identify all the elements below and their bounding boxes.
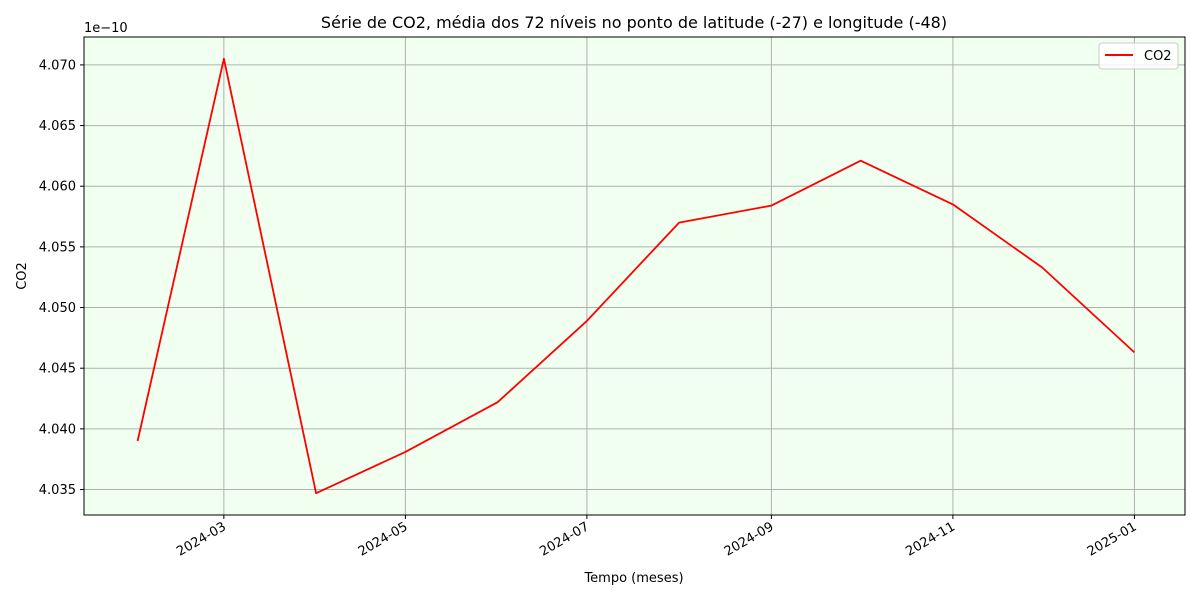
y-tick-label: 4.065 bbox=[39, 119, 76, 134]
x-tick-label: 2024-05 bbox=[356, 519, 411, 559]
y-tick-label: 4.035 bbox=[39, 483, 76, 498]
y-axis-label: CO2 bbox=[15, 262, 30, 290]
series-line-co2 bbox=[136, 57, 1136, 495]
x-tick-label: 2025-01 bbox=[1085, 519, 1140, 559]
x-axis-ticks: 2024-03 2024-05 2024-07 2024-09 2024-11 2025-… bbox=[174, 515, 1139, 560]
plot-area bbox=[84, 37, 1185, 515]
y-tick-label: 4.060 bbox=[39, 180, 76, 195]
series-layer bbox=[136, 57, 1136, 495]
x-tick-label: 2024-03 bbox=[174, 519, 229, 559]
y-tick-label: 4.045 bbox=[39, 362, 76, 377]
y-tick-label: 4.055 bbox=[39, 240, 76, 255]
legend: CO2 bbox=[1098, 42, 1179, 70]
x-tick-label: 2024-07 bbox=[537, 519, 592, 559]
x-axis-label: Tempo (meses) bbox=[583, 571, 683, 586]
y-axis-ticks: 4.035 4.040 4.045 4.050 4.055 4.060 4.065 4.070 bbox=[39, 58, 84, 498]
plot-frame bbox=[83, 36, 1186, 516]
chart-title: Série de CO2, média dos 72 níveis no pon… bbox=[321, 13, 947, 32]
y-tick-label: 4.070 bbox=[39, 58, 76, 73]
legend-label-co2: CO2 bbox=[1144, 49, 1172, 64]
x-tick-label: 2024-09 bbox=[722, 519, 777, 559]
y-tick-label: 4.050 bbox=[39, 301, 76, 316]
x-tick-label: 2024-11 bbox=[903, 519, 958, 559]
y-offset-text: 1e−10 bbox=[84, 21, 128, 36]
y-tick-label: 4.040 bbox=[39, 422, 76, 437]
legend-box bbox=[1098, 42, 1179, 70]
grid bbox=[84, 37, 1185, 515]
